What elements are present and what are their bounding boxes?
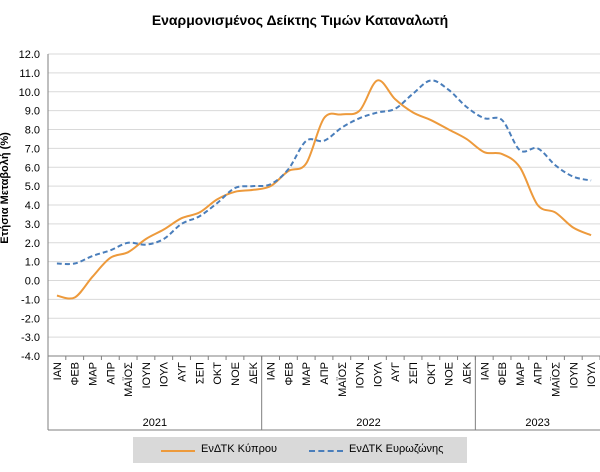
x-tick-label: ΙΟΥΛ (586, 361, 598, 387)
x-tick-label: ΦΕΒ (70, 362, 82, 385)
x-tick-label: ΙΟΥΝ (568, 362, 580, 389)
x-tick-labels: ΙΑΝ ΦΕΒ ΜΑΡ ΑΠΡ ΜΑΪΟΣ ΙΟΥΝ ΙΟΥΛ ΑΥΓ ΣΕΠ ΟΚΤ ΝΟΕ ΔΕΚ… (52, 361, 598, 397)
x-tick-label: ΦΕΒ (497, 362, 509, 385)
legend: ΕνΔΤΚ Κύπρου ΕνΔΤΚ Ευρωζώνης (133, 437, 467, 463)
x-tick-label: ΟΚΤ (426, 362, 438, 385)
series-lines (56, 79, 592, 300)
y-tick-label: 7.0 (25, 143, 40, 155)
x-tick-label: ΑΠΡ (105, 362, 117, 385)
x-tick-label: ΣΕΠ (194, 362, 206, 384)
x-tick-label: ΑΥΓ (177, 362, 189, 382)
y-tick-label: 0.0 (25, 276, 40, 288)
y-tick-label: 2.0 (25, 238, 40, 250)
x-tick-label: ΔΕΚ (461, 361, 473, 384)
y-tick-labels: 12.0 11.0 10.0 9.0 8.0 7.0 6.0 5.0 4.0 3.0 2.0 1.0 0… (19, 49, 40, 363)
x-tick-label: ΟΚΤ (212, 362, 224, 385)
y-tick-label: 8.0 (25, 125, 40, 137)
year-label: 2021 (143, 417, 167, 429)
x-tick-label: ΦΕΒ (283, 362, 295, 385)
legend-label-cyprus: ΕνΔΤΚ Κύπρου (201, 443, 277, 455)
year-label: 2022 (356, 417, 380, 429)
y-tick-label: 4.0 (25, 200, 40, 212)
series-line-cyprus (56, 79, 592, 300)
x-tick-label: ΑΥΓ (390, 362, 402, 382)
y-tick-label: -2.0 (21, 313, 40, 325)
x-tick-label: ΙΑΝ (52, 362, 64, 380)
gridlines (48, 53, 600, 357)
y-axis-label: Ετήσια Μεταβολή (%) (0, 132, 11, 244)
y-tick-label: 3.0 (25, 219, 40, 231)
y-tick-label: -1.0 (21, 294, 40, 306)
y-tick-label: 10.0 (19, 87, 40, 99)
legend-label-eurozone: ΕνΔΤΚ Ευρωζώνης (349, 443, 444, 455)
y-tick-label: -4.0 (21, 351, 40, 363)
year-label: 2023 (525, 417, 549, 429)
x-tick-label: ΝΟΕ (444, 362, 456, 386)
series-line-eurozone (56, 79, 592, 266)
y-tick-label: 6.0 (25, 162, 40, 174)
legend-swatch-eurozone (309, 450, 343, 452)
x-tick-label: ΙΟΥΛ (159, 361, 171, 387)
x-tick-label: ΙΟΥΝ (141, 362, 153, 389)
axes (47, 54, 600, 431)
legend-swatch-cyprus (161, 450, 195, 452)
y-tick-label: 5.0 (25, 181, 40, 193)
y-tick-label: 9.0 (25, 106, 40, 118)
x-tick-label: ΜΑΡ (88, 362, 100, 386)
y-tick-label: 11.0 (19, 68, 40, 80)
x-tick-label: ΜΑΪΟΣ (123, 362, 135, 397)
x-tick-label: ΙΟΥΛ (372, 361, 384, 387)
x-tick-label: ΑΠΡ (533, 362, 545, 385)
x-tick-label: ΑΠΡ (319, 362, 331, 385)
x-tick-label: ΜΑΡ (515, 362, 527, 386)
x-tick-label: ΔΕΚ (248, 361, 260, 384)
x-tick-label: ΝΟΕ (230, 362, 242, 386)
x-tick-label: ΙΑΝ (266, 362, 278, 380)
chart-title: Εναρμονισμένος Δείκτης Τιμών Καταναλωτή (151, 12, 449, 28)
y-tick-label: 1.0 (25, 257, 40, 269)
year-labels: 2021 2022 2023 (143, 356, 550, 430)
y-tick-label: 12.0 (19, 49, 40, 61)
x-tick-label: ΜΑΪΟΣ (550, 362, 562, 397)
x-tick-label: ΜΑΡ (301, 362, 313, 386)
x-tick-label: ΣΕΠ (408, 362, 420, 384)
x-tick-label: ΙΑΝ (479, 362, 491, 380)
y-tick-label: -3.0 (21, 332, 40, 344)
x-tick-label: ΜΑΪΟΣ (337, 362, 349, 397)
x-tick-label: ΙΟΥΝ (355, 362, 367, 389)
